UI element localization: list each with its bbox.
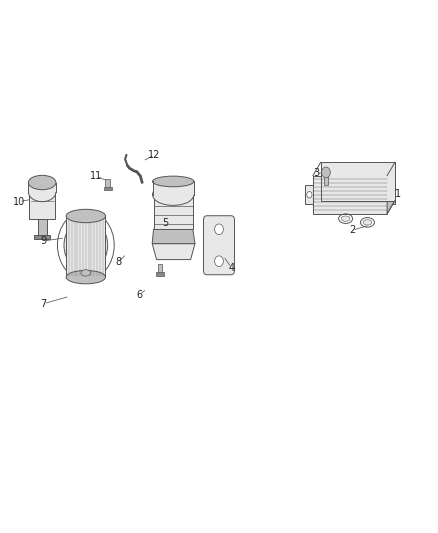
Text: 4: 4 [228,263,234,272]
Bar [28,182,56,192]
Circle shape [64,219,108,272]
Bar [66,216,106,277]
Polygon shape [387,163,395,214]
Polygon shape [313,175,387,214]
Ellipse shape [152,176,194,187]
Bar [106,179,110,188]
Polygon shape [387,185,395,204]
Ellipse shape [28,182,56,201]
Ellipse shape [66,270,106,284]
Bar [158,264,162,273]
Circle shape [307,191,312,198]
Ellipse shape [28,175,56,190]
Circle shape [215,256,223,266]
Polygon shape [152,244,195,260]
Text: 1: 1 [395,189,401,199]
Circle shape [215,224,223,235]
Text: 11: 11 [90,171,102,181]
Text: 5: 5 [162,218,169,228]
Bar [38,219,46,235]
Text: 2: 2 [349,225,355,236]
Text: 8: 8 [116,257,122,267]
Ellipse shape [363,220,372,225]
Circle shape [321,167,330,177]
Bar [34,235,50,239]
Ellipse shape [341,216,350,221]
Text: 3: 3 [313,168,319,179]
Text: 9: 9 [40,236,46,246]
Polygon shape [321,163,395,200]
Text: 6: 6 [137,289,143,300]
Bar [152,181,194,195]
Bar [324,173,328,185]
Text: 7: 7 [40,298,46,309]
Polygon shape [305,185,314,204]
Ellipse shape [66,209,106,223]
Ellipse shape [81,270,91,276]
FancyBboxPatch shape [204,216,234,274]
Bar [156,272,164,276]
Bar [29,192,55,219]
Text: 12: 12 [148,150,161,160]
Text: 10: 10 [13,197,25,207]
Circle shape [389,191,394,198]
Polygon shape [152,229,195,244]
Bar [153,195,193,229]
Ellipse shape [152,184,194,205]
Bar [104,187,112,190]
